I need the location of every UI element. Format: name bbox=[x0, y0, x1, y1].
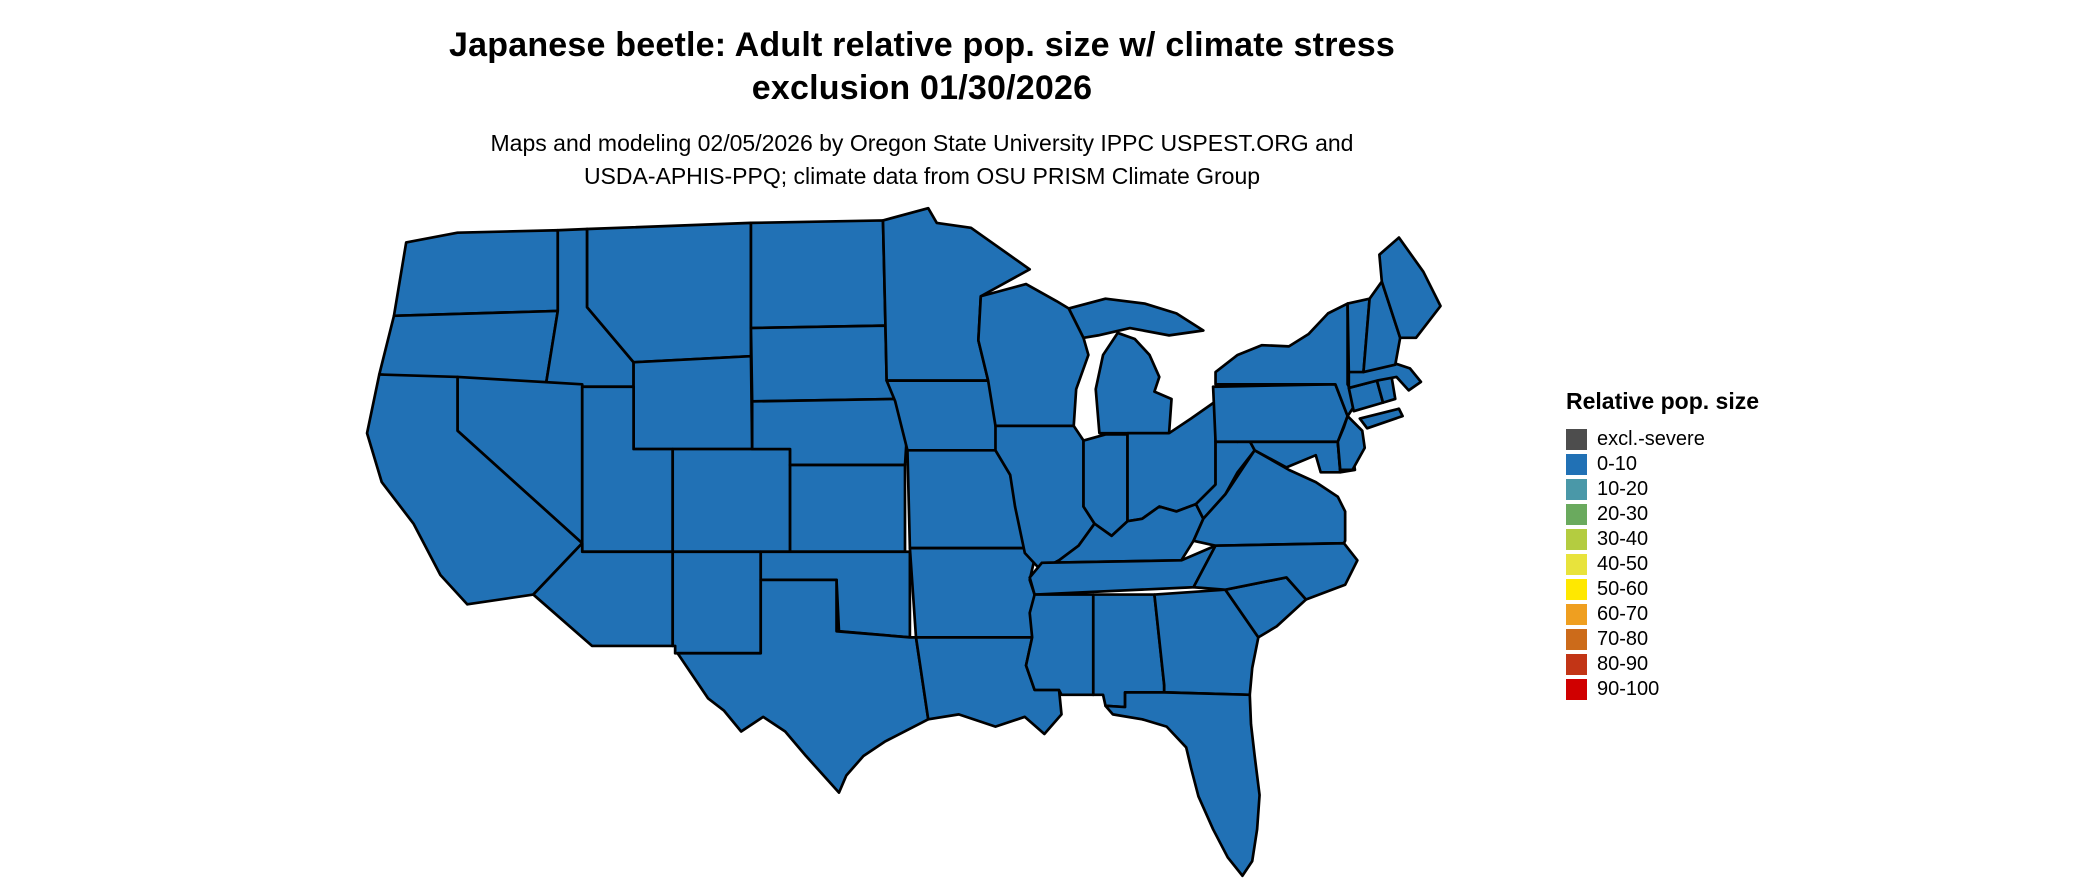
state-virginia bbox=[1192, 448, 1347, 548]
state-florida bbox=[1104, 691, 1261, 878]
legend-label: 30-40 bbox=[1597, 528, 1649, 550]
legend-label: 50-60 bbox=[1597, 578, 1649, 600]
state-wisconsin bbox=[977, 282, 1090, 428]
state-north-carolina bbox=[1192, 541, 1359, 601]
legend-item: 50-60 bbox=[1566, 577, 1866, 602]
legend-swatch bbox=[1566, 629, 1587, 650]
legend-label: excl.-severe bbox=[1597, 428, 1705, 450]
state-wyoming bbox=[632, 354, 754, 451]
figure-subtitle: Maps and modeling 02/05/2026 by Oregon S… bbox=[0, 127, 1844, 194]
state-north-dakota bbox=[749, 219, 887, 330]
legend-label: 80-90 bbox=[1597, 653, 1649, 675]
legend-item: 70-80 bbox=[1566, 627, 1866, 652]
legend-swatch bbox=[1566, 429, 1587, 450]
states-layer bbox=[365, 206, 1442, 878]
state-new-mexico bbox=[671, 550, 763, 655]
legend-label: 0-10 bbox=[1597, 453, 1638, 475]
legend-label: 40-50 bbox=[1597, 553, 1649, 575]
state-michigan bbox=[1094, 331, 1173, 435]
figure-subtitle-line1: Maps and modeling 02/05/2026 by Oregon S… bbox=[490, 130, 1354, 156]
legend-item: 40-50 bbox=[1566, 552, 1866, 577]
legend-swatch bbox=[1566, 454, 1587, 475]
legend-label: 20-30 bbox=[1597, 503, 1649, 525]
us-choropleth-map bbox=[310, 196, 1500, 888]
legend-items: excl.-severe 0-10 10-20 20-30 30-40 40-50 50-6… bbox=[1566, 427, 1866, 702]
figure-title-line1: Japanese beetle: Adult relative pop. siz… bbox=[449, 26, 1395, 64]
state-new-hampshire bbox=[1362, 280, 1402, 374]
legend-label: 10-20 bbox=[1597, 478, 1649, 500]
state-michigan-upper-peninsula bbox=[1067, 297, 1205, 340]
state-mississippi bbox=[1024, 593, 1095, 697]
legend-item: 60-70 bbox=[1566, 602, 1866, 627]
state-alabama bbox=[1091, 593, 1166, 709]
legend-label: 70-80 bbox=[1597, 628, 1649, 650]
legend-swatch bbox=[1566, 679, 1587, 700]
figure-header: Japanese beetle: Adult relative pop. siz… bbox=[0, 24, 1844, 194]
state-texas bbox=[676, 578, 930, 794]
figure-subtitle-line2: USDA-APHIS-PPQ; climate data from OSU PR… bbox=[583, 163, 1261, 190]
legend-item: excl.-severe bbox=[1566, 427, 1866, 452]
state-new-jersey bbox=[1336, 414, 1367, 472]
state-south-dakota bbox=[749, 324, 897, 403]
legend-item: 90-100 bbox=[1566, 677, 1866, 702]
legend-item: 0-10 bbox=[1566, 452, 1866, 477]
state-kentucky bbox=[1039, 502, 1205, 572]
state-iowa bbox=[885, 379, 1005, 452]
state-colorado bbox=[671, 447, 792, 554]
legend-swatch bbox=[1566, 654, 1587, 675]
state-kansas bbox=[788, 463, 907, 554]
legend: Relative pop. size excl.-severe 0-10 10-20… bbox=[1566, 388, 1866, 702]
legend-label: 60-70 bbox=[1597, 603, 1649, 625]
figure-title-line2: exclusion 01/30/2026 bbox=[751, 68, 1093, 107]
legend-item: 80-90 bbox=[1566, 652, 1866, 677]
state-maine bbox=[1378, 236, 1442, 340]
legend-item: 30-40 bbox=[1566, 527, 1866, 552]
legend-item: 20-30 bbox=[1566, 502, 1866, 527]
legend-swatch bbox=[1566, 604, 1587, 625]
legend-swatch bbox=[1566, 579, 1587, 600]
state-arkansas bbox=[908, 546, 1041, 639]
state-new-york-long-island bbox=[1358, 407, 1404, 430]
state-pennsylvania bbox=[1211, 382, 1349, 444]
legend-swatch bbox=[1566, 504, 1587, 525]
legend-swatch bbox=[1566, 479, 1587, 500]
state-washington bbox=[392, 228, 560, 318]
state-new-york bbox=[1214, 302, 1359, 418]
us-map-svg bbox=[365, 206, 1442, 878]
legend-label: 90-100 bbox=[1597, 678, 1660, 700]
legend-item: 10-20 bbox=[1566, 477, 1866, 502]
legend-swatch bbox=[1566, 529, 1587, 550]
legend-title: Relative pop. size bbox=[1566, 388, 1760, 414]
figure-title: Japanese beetle: Adult relative pop. siz… bbox=[0, 24, 1844, 109]
state-california bbox=[365, 373, 584, 606]
legend-swatch bbox=[1566, 554, 1587, 575]
